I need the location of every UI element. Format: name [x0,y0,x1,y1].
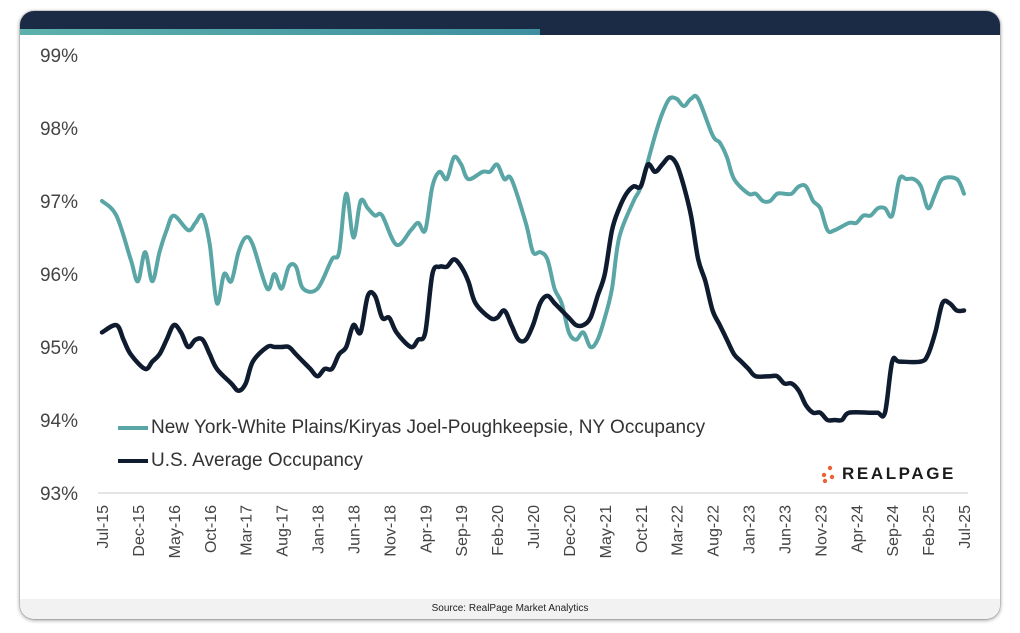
legend-swatch-ny [118,426,148,430]
x-tick-label: Jun-18 [346,505,363,554]
x-tick-label: Oct-21 [634,505,651,553]
x-tick-label: Jul-25 [957,505,974,549]
y-tick-label: 98% [40,119,78,140]
x-tick-label: Mar-17 [239,505,256,556]
y-tick-label: 96% [40,265,78,286]
legend-label-ny: New York-White Plains/Kiryas Joel-Poughk… [151,417,706,438]
x-tick-label: Oct-16 [203,505,220,553]
x-tick-label: Apr-19 [418,505,435,553]
y-tick-label: 94% [40,411,78,432]
y-tick-label: 95% [40,338,78,359]
realpage-logo: REALPAGE [820,464,956,484]
header-accent-stripe [20,29,540,35]
x-tick-label: Sep-19 [454,505,471,557]
source-footer: Source: RealPage Market Analytics [20,599,1000,619]
x-axis: Jul-15 Dec-15 May-16 Oct-16 Mar-17 Aug-17 Jan-… [95,505,974,558]
x-tick-label: Feb-25 [921,505,938,556]
x-tick-label: Nov-23 [813,505,830,557]
x-tick-label: Nov-18 [382,505,399,557]
source-text: Source: RealPage Market Analytics [431,603,589,614]
chart-card: 93% 94% 95% 96% 97% 98% 99% Jul-15 Dec-15 May-16… [20,11,1000,619]
x-tick-label: Feb-20 [490,505,507,556]
logo-dots-icon [821,465,835,483]
x-tick-label: Dec-20 [562,505,579,557]
y-tick-label: 93% [40,484,78,505]
x-tick-label: Jul-15 [95,505,112,549]
legend-item-us: U.S. Average Occupancy [118,450,363,472]
line-chart: 93% 94% 95% 96% 97% 98% 99% Jul-15 Dec-15 May-16… [40,46,974,558]
x-tick-label: Mar-22 [670,505,687,556]
legend-item-ny: New York-White Plains/Kiryas Joel-Poughk… [118,417,705,439]
x-tick-label: May-21 [598,505,615,558]
x-tick-label: Jun-23 [777,505,794,554]
y-tick-label: 99% [40,46,78,67]
x-tick-label: Apr-24 [849,505,866,553]
x-tick-label: Jul-20 [526,505,543,549]
legend-label-us: U.S. Average Occupancy [151,450,363,471]
series-line-us [99,154,967,423]
series-line-ny [100,93,966,350]
x-tick-label: Dec-15 [131,505,148,557]
series-group [99,93,967,423]
legend-swatch-us [118,459,148,463]
x-tick-label: Jan-18 [311,505,328,554]
y-tick-label: 97% [40,192,78,213]
x-tick-label: Aug-22 [706,505,723,557]
y-axis: 93% 94% 95% 96% 97% 98% 99% [40,46,78,505]
logo-text: REALPAGE [842,464,956,483]
x-tick-label: May-16 [167,505,184,558]
x-tick-label: Aug-17 [275,505,292,557]
x-tick-label: Sep-24 [885,505,902,557]
x-tick-label: Jan-23 [742,505,759,554]
